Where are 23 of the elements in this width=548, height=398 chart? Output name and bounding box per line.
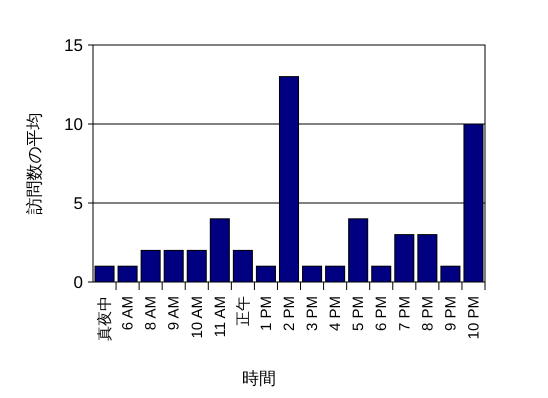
x-tick-label: 5 PM	[350, 296, 368, 332]
x-tick-label: 真夜中	[96, 296, 114, 341]
y-tick-label: 0	[74, 273, 83, 292]
x-tick-label: 9 AM	[166, 296, 183, 330]
x-tick-label: 8 AM	[142, 296, 160, 330]
x-tick-label: 1 PM	[258, 296, 275, 332]
x-tick-label: 2 PM	[281, 296, 298, 332]
x-tick-label: 4 PM	[327, 296, 344, 332]
x-tick-label: 7 PM	[396, 296, 414, 332]
x-tick-label: 6 AM	[120, 296, 137, 330]
x-tick-label: 正午	[234, 296, 252, 326]
x-tick-label: 11 AM	[212, 296, 229, 338]
x-tick-label: 10 PM	[465, 296, 482, 340]
x-tick-label: 8 PM	[419, 296, 436, 332]
x-tick-label: 10 AM	[188, 296, 206, 339]
y-tick-label: 10	[64, 115, 83, 134]
x-tick-label: 3 PM	[304, 296, 322, 332]
x-axis-title: 時間	[242, 369, 276, 388]
y-tick-label: 15	[64, 36, 83, 55]
y-axis-title: 訪問数の平均	[25, 112, 44, 214]
y-tick-label: 5	[74, 194, 83, 213]
x-tick-label: 6 PM	[373, 296, 390, 332]
x-tick-label: 9 PM	[442, 296, 460, 332]
